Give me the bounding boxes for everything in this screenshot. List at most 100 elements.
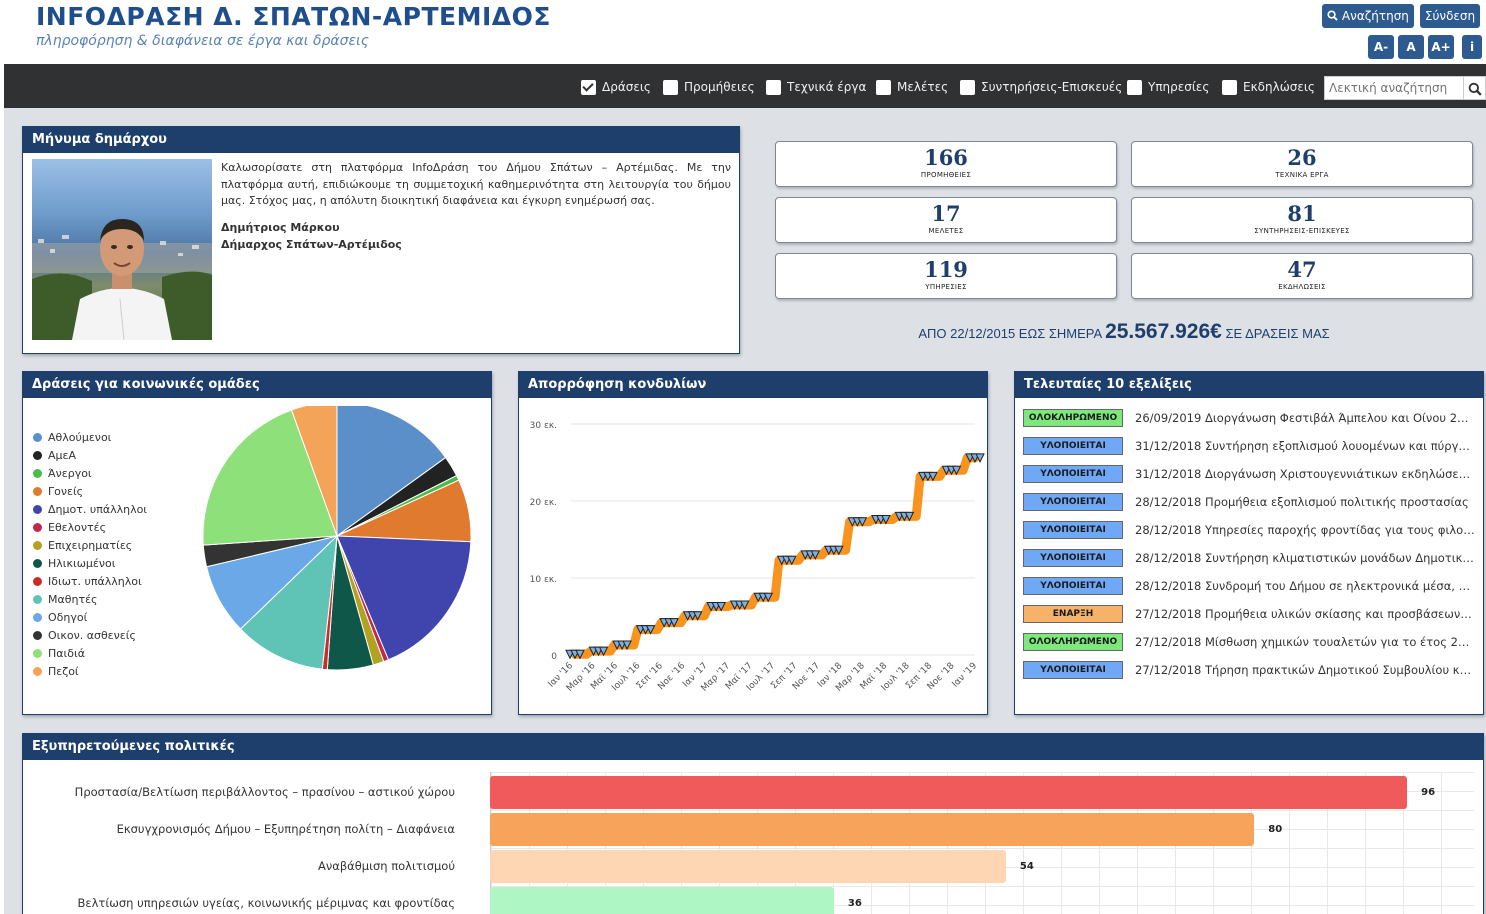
pie-legend: Αθλούμενοι ΑμεΑ Άνεργοι Γονείς Δημοτ. υπάλλη… bbox=[33, 428, 147, 680]
update-item[interactable]: ΟΛΟΚΛΗΡΩΜΕΝΟ 26/09/2019 Διοργάνωση Φεστιβά… bbox=[1023, 408, 1475, 428]
mayor-name: Δημήτριος Μάρκου bbox=[221, 221, 340, 234]
filter-drasis[interactable]: Δράσεις bbox=[581, 78, 651, 96]
legend-label: Επιχειρηματίες bbox=[48, 538, 133, 552]
legend-dot-icon bbox=[33, 612, 42, 622]
pie-legend-item[interactable]: Οικον. ασθενείς bbox=[33, 626, 147, 644]
legend-label: Οδηγοί bbox=[48, 610, 88, 624]
policy-bar[interactable] bbox=[490, 887, 834, 914]
legend-dot-icon bbox=[33, 450, 42, 460]
update-title: Συντήρηση εξοπλισμού λουομένων και πύργο… bbox=[1205, 439, 1475, 453]
update-item[interactable]: ΥΛΟΠΟΙΕΙΤΑΙ 28/12/2018 Συνδρομή του Δήμου … bbox=[1023, 576, 1475, 596]
font-reset-button[interactable]: A bbox=[1398, 35, 1424, 59]
pie-legend-item[interactable]: Αθλούμενοι bbox=[33, 428, 147, 446]
search-button-label: Αναζήτηση bbox=[1341, 9, 1409, 23]
update-item[interactable]: ΥΛΟΠΟΙΕΙΤΑΙ 31/12/2018 Διοργάνωση Χριστουγ… bbox=[1023, 464, 1475, 484]
site-header: INFOΔΡΑΣΗ Δ. ΣΠΑΤΩΝ-ΑΡΤΕΜΙΔΟΣ πληροφόρησ… bbox=[0, 0, 1486, 64]
stat-value: 17 bbox=[931, 201, 961, 226]
pie-slice[interactable] bbox=[336, 406, 447, 537]
pie-legend-item[interactable]: ΑμεΑ bbox=[33, 446, 147, 464]
text-search-input[interactable] bbox=[1324, 76, 1464, 100]
data-point-marker bbox=[881, 514, 891, 525]
legend-dot-icon bbox=[33, 558, 42, 568]
pie-legend-item[interactable]: Ηλικιωμένοι bbox=[33, 554, 147, 572]
pie-legend-item[interactable]: Οδηγοί bbox=[33, 608, 147, 626]
stat-card-texnika-erga[interactable]: 26 ΤΕΧΝΙΚΑ ΕΡΓΑ bbox=[1131, 141, 1473, 187]
info-button[interactable]: i bbox=[1462, 35, 1482, 59]
update-date: 28/12/2018 bbox=[1135, 495, 1202, 509]
pie-legend-item[interactable]: Παιδιά bbox=[33, 644, 147, 662]
font-decrease-button[interactable]: A- bbox=[1368, 35, 1394, 59]
update-date: 31/12/2018 bbox=[1135, 439, 1202, 453]
filter-texnika-erga[interactable]: Τεχνικά έργα bbox=[766, 78, 866, 96]
policy-bar[interactable] bbox=[490, 776, 1408, 809]
data-point-marker bbox=[622, 640, 632, 651]
update-title: Διοργάνωση Χριστουγεννιάτικων εκδηλώσεων… bbox=[1205, 467, 1475, 481]
pie-legend-item[interactable]: Γονείς bbox=[33, 482, 147, 500]
legend-dot-icon bbox=[33, 630, 42, 640]
pie-legend-item[interactable]: Άνεργοι bbox=[33, 464, 147, 482]
stat-card-syntiriseis[interactable]: 81 ΣΥΝΤΗΡΗΣΕΙΣ-ΕΠΙΣΚΕΥΕΣ bbox=[1131, 197, 1473, 243]
stat-card-ypiresies[interactable]: 119 ΥΠΗΡΕΣΙΕΣ bbox=[775, 253, 1117, 299]
search-button[interactable]: Αναζήτηση bbox=[1322, 4, 1414, 28]
status-badge: ΥΛΟΠΟΙΕΙΤΑΙ bbox=[1023, 493, 1123, 511]
text-search-button[interactable] bbox=[1464, 76, 1486, 100]
filter-promitheies[interactable]: Προμήθειες bbox=[663, 78, 755, 96]
filter-label: Μελέτες bbox=[897, 80, 949, 94]
filter-ypiresies[interactable]: Υπηρεσίες bbox=[1127, 78, 1209, 96]
update-item[interactable]: ΥΛΟΠΟΙΕΙΤΑΙ 28/12/2018 Υπηρεσίες παροχής φ… bbox=[1023, 520, 1475, 540]
legend-dot-icon bbox=[33, 648, 42, 658]
pie-slice[interactable] bbox=[290, 406, 338, 537]
update-item[interactable]: ΥΛΟΠΟΙΕΙΤΑΙ 28/12/2018 Προμήθεια εξοπλισμο… bbox=[1023, 492, 1475, 512]
checkbox-icon[interactable] bbox=[876, 79, 891, 95]
stat-card-meletes[interactable]: 17 ΜΕΛΕΤΕΣ bbox=[775, 197, 1117, 243]
legend-dot-icon bbox=[33, 540, 42, 550]
data-point-marker bbox=[975, 453, 985, 463]
y-tick-label: 10 εκ. bbox=[530, 575, 557, 585]
data-point-marker bbox=[598, 646, 609, 657]
pie-legend-item[interactable]: Ιδιωτ. υπάλληλοι bbox=[33, 572, 147, 590]
checkbox-icon[interactable] bbox=[1127, 79, 1142, 95]
stat-value: 26 bbox=[1287, 145, 1317, 170]
stat-card-promitheies[interactable]: 166 ΠΡΟΜΗΘΕΙΕΣ bbox=[775, 141, 1117, 187]
x-tick-label: Ιαν '19 bbox=[951, 661, 980, 690]
checkbox-icon[interactable] bbox=[1222, 79, 1237, 95]
filter-ekdiloseis[interactable]: Εκδηλώσεις bbox=[1222, 78, 1315, 96]
y-tick-label: 20 εκ. bbox=[530, 498, 557, 508]
update-item[interactable]: ΟΛΟΚΛΗΡΩΜΕΝΟ 27/12/2018 Μίσθωση χημικών το… bbox=[1023, 632, 1475, 652]
legend-label: Παιδιά bbox=[48, 646, 85, 660]
font-increase-button[interactable]: A+ bbox=[1428, 35, 1454, 59]
update-date: 27/12/2018 bbox=[1135, 607, 1202, 621]
pie-legend-item[interactable]: Μαθητές bbox=[33, 590, 147, 608]
filter-syntiriseis[interactable]: Συντηρήσεις-Επισκευές bbox=[960, 78, 1122, 96]
update-item[interactable]: ΕΝΑΡΞΗ 27/12/2018 Προμήθεια υλικών σκίασης… bbox=[1023, 604, 1475, 624]
filter-label: Υπηρεσίες bbox=[1148, 80, 1210, 94]
policy-bar[interactable] bbox=[490, 850, 1006, 883]
update-date: 27/12/2018 bbox=[1135, 635, 1202, 649]
mayor-message-panel: Μήνυμα δημάρχου Καλωσορίσατε στη bbox=[22, 126, 740, 354]
policy-bar[interactable] bbox=[490, 813, 1255, 846]
pie-slice[interactable] bbox=[239, 534, 338, 670]
data-point-marker bbox=[904, 511, 915, 522]
update-item[interactable]: ΥΛΟΠΟΙΕΙΤΑΙ 31/12/2018 Συντήρηση εξοπλισμο… bbox=[1023, 436, 1475, 456]
pie-slice[interactable] bbox=[336, 535, 472, 661]
pie-legend-item[interactable]: Επιχειρηματίες bbox=[33, 536, 147, 554]
legend-dot-icon bbox=[33, 432, 42, 442]
pie-panel-title: Δράσεις για κοινωνικές ομάδες bbox=[23, 372, 491, 398]
checkbox-checked-icon[interactable] bbox=[581, 79, 596, 95]
update-item[interactable]: ΥΛΟΠΟΙΕΙΤΑΙ 27/12/2018 Τήρηση πρακτικών Δη… bbox=[1023, 660, 1475, 680]
checkbox-icon[interactable] bbox=[766, 79, 781, 95]
checkbox-icon[interactable] bbox=[960, 79, 975, 95]
login-button[interactable]: Σύνδεση bbox=[1420, 4, 1480, 28]
legend-label: ΑμεΑ bbox=[48, 448, 76, 462]
data-point-marker bbox=[692, 611, 703, 621]
pie-legend-item[interactable]: Δημοτ. υπάλληλοι bbox=[33, 500, 147, 518]
update-item[interactable]: ΥΛΟΠΟΙΕΙΤΑΙ 28/12/2018 Συντήρηση κλιματιστ… bbox=[1023, 548, 1475, 568]
bar-category-label: Βελτίωση υπηρεσιών υγείας, κοινωνικής μέ… bbox=[77, 896, 456, 910]
site-title[interactable]: INFOΔΡΑΣΗ Δ. ΣΠΑΤΩΝ-ΑΡΤΕΜΙΔΟΣ bbox=[36, 2, 551, 31]
pie-legend-item[interactable]: Πεζοί bbox=[33, 662, 147, 680]
legend-label: Αθλούμενοι bbox=[48, 430, 112, 444]
stat-card-ekdiloseis[interactable]: 47 ΕΚΔΗΛΩΣΕΙΣ bbox=[1131, 253, 1473, 299]
filter-meletes[interactable]: Μελέτες bbox=[876, 78, 948, 96]
pie-legend-item[interactable]: Εθελοντές bbox=[33, 518, 147, 536]
checkbox-icon[interactable] bbox=[663, 79, 678, 95]
